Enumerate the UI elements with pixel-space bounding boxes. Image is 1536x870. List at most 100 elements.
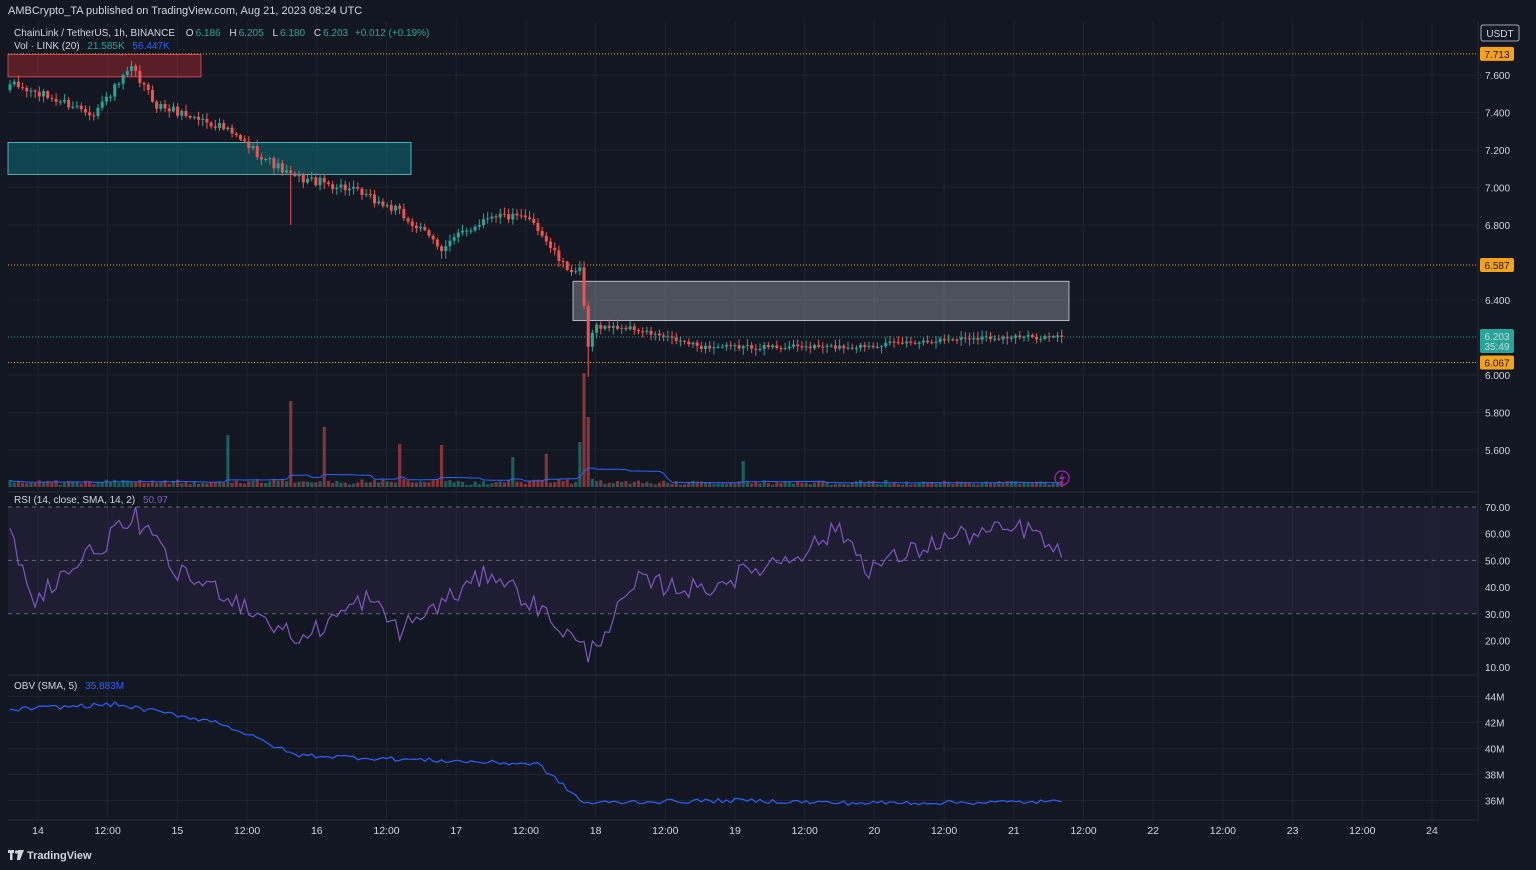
- volume-bar: [733, 483, 737, 487]
- candle-body: [963, 337, 967, 339]
- volume-bar: [1060, 480, 1064, 487]
- volume-bar: [955, 481, 959, 487]
- candle-body: [452, 237, 456, 241]
- volume-bar: [988, 483, 993, 487]
- volume-bar: [146, 482, 150, 487]
- candle-body: [469, 230, 473, 232]
- currency-badge[interactable]: [1480, 24, 1520, 42]
- volume-bar: [159, 481, 163, 487]
- volume-bar: [377, 482, 381, 487]
- candle-body: [980, 336, 984, 340]
- price-tick-label: 6.000: [1485, 371, 1510, 382]
- volume-bar: [1026, 483, 1030, 487]
- volume-bar: [1034, 482, 1039, 487]
- candle-body: [1009, 337, 1013, 339]
- volume-bar: [37, 480, 41, 487]
- candle-body: [100, 101, 104, 108]
- volume-bar: [217, 481, 222, 487]
- candle-body: [1039, 338, 1043, 340]
- candle-body: [599, 324, 603, 329]
- legend-row: ChainLink / TetherUS, 1h, BINANCE O 6.186…: [14, 28, 429, 39]
- volume-bar: [255, 479, 259, 487]
- candle-body: [783, 348, 787, 350]
- candle-body: [787, 346, 791, 349]
- candle-body: [523, 215, 527, 218]
- candle-body: [314, 177, 318, 186]
- volume-bar: [825, 482, 829, 487]
- volume-bar: [917, 482, 921, 487]
- volume-bar: [553, 482, 557, 487]
- volume-bar: [620, 482, 624, 487]
- candle-body: [125, 70, 129, 76]
- volume-bar: [351, 483, 356, 487]
- volume-bar: [892, 482, 896, 487]
- candle-body: [427, 230, 431, 236]
- candle-body: [951, 339, 955, 341]
- volume-bar: [967, 482, 972, 487]
- candle-body: [624, 327, 628, 330]
- volume-bar: [435, 479, 439, 487]
- candle-body: [754, 348, 758, 350]
- volume-bar: [393, 482, 398, 487]
- volume-bar: [636, 480, 641, 487]
- volume-bar: [934, 483, 938, 487]
- volume-bar: [586, 417, 590, 487]
- volume-bar: [1009, 481, 1014, 487]
- candle-body: [490, 216, 494, 219]
- price-tick-label: 5.800: [1485, 409, 1510, 420]
- candle-body: [486, 218, 490, 220]
- candle-body: [33, 90, 37, 92]
- candle-body: [708, 345, 712, 349]
- volume-bar: [720, 483, 724, 487]
- volume-bar: [62, 482, 67, 487]
- volume-bar: [322, 427, 326, 487]
- volume-bar: [71, 481, 75, 487]
- volume-bar: [58, 484, 62, 487]
- time-tick-label: 21: [1008, 825, 1020, 837]
- volume-bar: [833, 483, 838, 487]
- volume-bar: [930, 482, 934, 487]
- volume-bar: [984, 481, 988, 487]
- candle-body: [741, 346, 745, 349]
- candle-body: [515, 213, 519, 216]
- volume-value: 21.585K: [87, 41, 125, 52]
- candle-body: [519, 215, 523, 217]
- candle-body: [582, 267, 586, 306]
- candle-body: [456, 232, 460, 238]
- candle-body: [947, 339, 951, 341]
- volume-bar: [460, 481, 465, 487]
- candles: [8, 60, 1064, 377]
- volume-bar: [670, 483, 674, 487]
- candle-body: [779, 348, 783, 350]
- candle-body: [750, 345, 754, 349]
- volume-bar: [766, 483, 770, 487]
- candle-body: [976, 338, 980, 340]
- obv-value: 35.883M: [85, 681, 124, 692]
- candle-body: [766, 345, 770, 348]
- volume-bar: [515, 481, 519, 487]
- lightning-icon[interactable]: [1054, 470, 1070, 486]
- candle-body: [406, 218, 410, 222]
- level-price-badge: [1480, 46, 1514, 61]
- volume-bar: [406, 480, 410, 487]
- candle-body: [590, 332, 594, 347]
- volume-bar: [439, 445, 444, 487]
- axes: 7.600 7.400 7.200 7.000 6.800 6.400 6.000 5.800…: [32, 46, 1514, 837]
- volume-bar: [196, 483, 201, 487]
- volume-bar: [113, 479, 117, 487]
- candle-body: [171, 106, 175, 112]
- candle-body: [121, 75, 125, 84]
- candle-body: [595, 324, 599, 333]
- volume-bar: [888, 483, 892, 487]
- volume-bar: [997, 481, 1001, 487]
- volume-bar: [1018, 483, 1022, 487]
- rsi-legend: RSI (14, close, SMA, 14, 2) 50.97: [14, 495, 168, 506]
- candle-body: [720, 346, 724, 348]
- time-tick-label: 12:00: [931, 825, 957, 837]
- volume-bar: [226, 435, 230, 487]
- volume-bar: [134, 482, 138, 487]
- volume-bar: [389, 481, 393, 487]
- candle-body: [184, 110, 188, 116]
- candle-body: [637, 329, 640, 332]
